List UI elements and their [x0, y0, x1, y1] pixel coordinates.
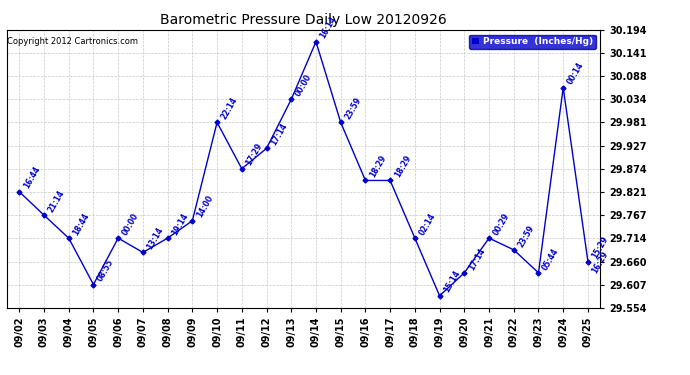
- Text: 00:29: 00:29: [491, 211, 511, 237]
- Text: 18:29: 18:29: [368, 154, 388, 179]
- Text: 08:55: 08:55: [96, 258, 116, 283]
- Text: 17:29: 17:29: [244, 142, 264, 168]
- Text: 19:14: 19:14: [170, 211, 190, 237]
- Text: 00:00: 00:00: [294, 73, 313, 98]
- Text: 22:14: 22:14: [219, 96, 239, 121]
- Title: Barometric Pressure Daily Low 20120926: Barometric Pressure Daily Low 20120926: [160, 13, 447, 27]
- Text: 00:14: 00:14: [566, 61, 586, 86]
- Text: 13:14: 13:14: [146, 226, 165, 251]
- Text: 23:59: 23:59: [516, 223, 536, 249]
- Text: 14:00: 14:00: [195, 194, 215, 219]
- Text: 02:14: 02:14: [417, 211, 437, 237]
- Text: 15:14: 15:14: [442, 269, 462, 294]
- Text: 16:29: 16:29: [591, 249, 610, 274]
- Text: 00:00: 00:00: [121, 211, 141, 237]
- Text: Copyright 2012 Cartronics.com: Copyright 2012 Cartronics.com: [7, 37, 138, 46]
- Text: 17:14: 17:14: [269, 122, 289, 147]
- Text: 23:59: 23:59: [343, 96, 363, 121]
- Text: 16:44: 16:44: [22, 165, 41, 190]
- Text: 21:14: 21:14: [46, 189, 66, 214]
- Text: 05:44: 05:44: [541, 246, 561, 272]
- Text: 18:29: 18:29: [393, 154, 413, 179]
- Text: 15:29: 15:29: [591, 235, 610, 260]
- Text: 18:44: 18:44: [71, 211, 91, 237]
- Text: 17:14: 17:14: [466, 246, 486, 272]
- Text: 16:14: 16:14: [318, 15, 338, 40]
- Legend: Pressure  (Inches/Hg): Pressure (Inches/Hg): [469, 34, 595, 49]
